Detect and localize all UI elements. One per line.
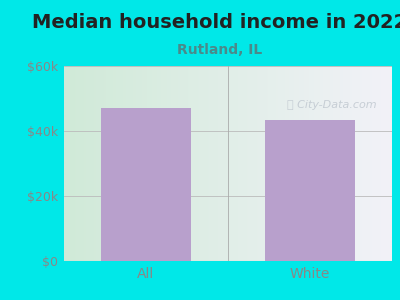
Text: Rutland, IL: Rutland, IL (177, 44, 263, 58)
Bar (265, 120, 355, 261)
Text: Median household income in 2022: Median household income in 2022 (32, 14, 400, 32)
Bar (101, 108, 191, 261)
Text: ⓘ City-Data.com: ⓘ City-Data.com (287, 100, 377, 110)
